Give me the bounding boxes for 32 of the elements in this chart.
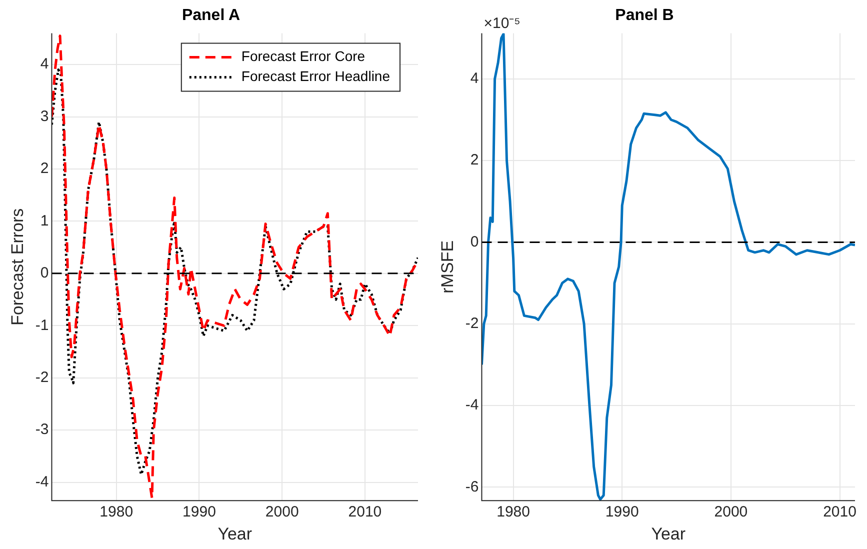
- y-tick-label: -1: [35, 316, 49, 334]
- y-tick-label: 4: [40, 56, 49, 73]
- text: ×10⁻⁵: [484, 14, 520, 32]
- y-axis-title: Forecast Errors: [8, 208, 27, 326]
- y-tick-label: 2: [40, 160, 49, 178]
- x-tick-label: 1990: [605, 504, 639, 521]
- y-tick-label: -3: [35, 421, 49, 438]
- chart-title: Panel B: [615, 7, 674, 24]
- x-tick-label: 2010: [823, 504, 856, 521]
- y-tick-label: -4: [465, 396, 479, 414]
- y-tick-label: -2: [35, 369, 49, 386]
- y-tick-label: 3: [40, 108, 49, 125]
- y-tick-label: 2: [470, 152, 479, 169]
- x-tick-label: 2000: [265, 504, 299, 521]
- y-tick-label: 0: [40, 264, 49, 282]
- y-tick-label: 1: [40, 212, 49, 230]
- legend-label: Forecast Error Core: [241, 48, 366, 64]
- x-tick-label: 1990: [182, 504, 216, 521]
- x-tick-label: 2010: [348, 504, 382, 521]
- legend-label: Forecast Error Headline: [241, 68, 390, 84]
- y-axis-title: rMSFE: [438, 240, 457, 294]
- x-axis-title: Year: [651, 524, 686, 544]
- x-axis-title: Year: [218, 524, 252, 544]
- y-tick-label: -4: [35, 473, 49, 490]
- x-tick-label: 1980: [496, 504, 530, 521]
- x-tick-label: 1980: [100, 504, 134, 521]
- y-tick-label: -6: [465, 478, 479, 496]
- x-tick-label: 2000: [714, 504, 748, 521]
- y-tick-label: -2: [465, 314, 479, 332]
- y-tick-label: 0: [470, 233, 479, 250]
- y-tick-label: 4: [470, 70, 479, 88]
- chart-title: Panel A: [182, 7, 240, 24]
